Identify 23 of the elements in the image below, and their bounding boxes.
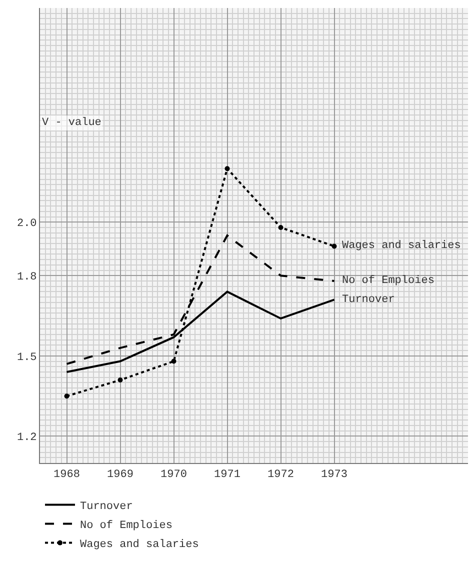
legend-label: Wages and salaries: [80, 539, 199, 552]
x-tick-label: 1970: [160, 469, 187, 482]
y-tick-label: 1.5: [16, 352, 37, 364]
x-tick-label: 1969: [107, 469, 134, 482]
point: [171, 358, 176, 364]
y-tick-label: 1.8: [16, 272, 37, 284]
y-tick-label: 1.2: [16, 432, 37, 444]
x-tick-label: 1971: [214, 469, 241, 482]
x-tick-label: 1968: [54, 469, 80, 482]
y-axis-title: V - value: [42, 117, 102, 129]
point: [118, 378, 123, 383]
text: Wages and salaries: [342, 240, 461, 252]
point: [278, 224, 284, 230]
text: Turnover: [342, 294, 395, 306]
text: No of Emploies: [342, 275, 434, 287]
legend-label: No of Emploies: [80, 520, 172, 532]
y-tick-label: 2.0: [16, 218, 37, 230]
legend-label: Turnover: [80, 501, 133, 514]
x-tick-label: 1972: [268, 469, 294, 482]
point: [332, 244, 337, 249]
point: [224, 166, 230, 172]
point: [64, 394, 70, 399]
x-tick-label: 1973: [321, 469, 348, 482]
